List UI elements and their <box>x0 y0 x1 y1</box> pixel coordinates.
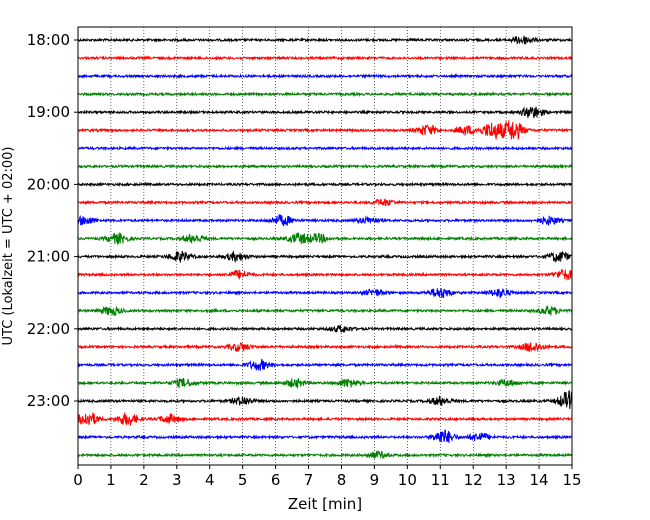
y-tick-label: 22:00 <box>27 320 70 338</box>
x-tick-label: 12 <box>464 471 483 489</box>
trace-line <box>77 145 573 152</box>
trace-line <box>77 390 573 409</box>
trace-line <box>77 250 573 264</box>
trace-line <box>77 198 573 207</box>
x-tick-label: 8 <box>337 471 347 489</box>
trace-line <box>77 163 573 170</box>
x-tick-label: 13 <box>497 471 516 489</box>
trace-line <box>77 106 573 118</box>
trace-line <box>77 324 573 334</box>
y-tick-label: 18:00 <box>27 31 70 49</box>
x-tick-label: 3 <box>172 471 182 489</box>
x-tick-label: 4 <box>205 471 215 489</box>
x-axis-label: Zeit [min] <box>288 495 362 513</box>
x-tick-label: 14 <box>530 471 549 489</box>
seismic-traces <box>77 35 573 460</box>
trace-line <box>77 269 573 281</box>
trace-line <box>77 120 573 140</box>
trace-line <box>77 287 573 299</box>
plot-frame <box>77 26 573 466</box>
x-tick-label: 0 <box>73 471 83 489</box>
x-tick-label: 7 <box>304 471 314 489</box>
y-tick-label: 21:00 <box>27 248 70 266</box>
trace-line <box>77 35 573 45</box>
trace-line <box>77 73 573 80</box>
x-tick-label: 9 <box>370 471 380 489</box>
x-tick-label: 1 <box>106 471 116 489</box>
x-tick-label: 6 <box>271 471 281 489</box>
x-axis-ticks: 0 1 2 3 4 5 6 7 8 9 10 11 12 13 14 15 <box>73 465 582 489</box>
trace-line <box>77 305 573 317</box>
trace-line <box>77 342 573 353</box>
y-tick-label: 23:00 <box>27 392 70 410</box>
y-axis-ticks: 18:00 19:00 20:00 21:00 22:00 23:00 <box>27 31 78 410</box>
x-tick-label: 11 <box>431 471 450 489</box>
y-axis-label: UTC (Lokalzeit = UTC + 02:00) <box>1 147 16 346</box>
plot-area <box>78 27 572 465</box>
trace-line <box>77 429 573 444</box>
vertical-grid <box>110 27 540 465</box>
trace-line <box>77 232 573 245</box>
x-tick-label: 15 <box>562 471 581 489</box>
x-tick-label: 5 <box>238 471 248 489</box>
trace-line <box>77 377 573 389</box>
trace-line <box>77 55 573 62</box>
trace-line <box>77 181 573 188</box>
trace-line <box>77 213 573 227</box>
trace-line <box>77 412 573 426</box>
y-tick-label: 19:00 <box>27 103 70 121</box>
x-tick-label: 10 <box>398 471 417 489</box>
x-tick-label: 2 <box>139 471 149 489</box>
y-tick-label: 20:00 <box>27 175 70 193</box>
trace-line <box>77 358 573 371</box>
trace-line <box>77 91 573 98</box>
trace-line <box>77 449 573 460</box>
